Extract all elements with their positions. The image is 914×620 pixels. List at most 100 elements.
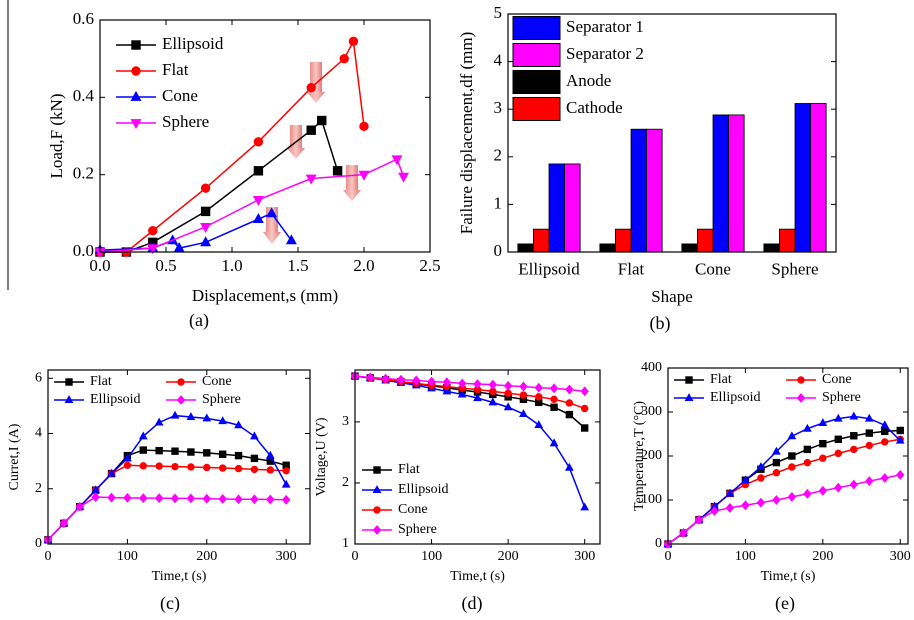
- marker: [200, 183, 211, 193]
- legend-label: Flat: [398, 462, 420, 477]
- marker: [123, 492, 132, 503]
- marker: [457, 389, 467, 398]
- legend-swatch: [512, 70, 561, 94]
- y-tick-label: 300: [641, 404, 662, 419]
- bar: [681, 243, 698, 253]
- x-tick-label: 0: [665, 549, 672, 564]
- marker: [880, 420, 890, 429]
- y-tick-label: 0: [494, 241, 503, 260]
- y-tick-label: 400: [641, 360, 662, 375]
- marker: [218, 450, 227, 458]
- series-line: [99, 212, 293, 251]
- marker: [306, 82, 316, 93]
- marker: [725, 488, 735, 497]
- panel-label: (d): [462, 593, 483, 614]
- series-line: [667, 429, 901, 545]
- marker: [519, 409, 528, 418]
- marker: [772, 495, 781, 505]
- marker: [881, 427, 889, 436]
- marker: [186, 493, 196, 504]
- bar: [728, 114, 745, 253]
- legend-label: Anode: [566, 71, 611, 90]
- marker: [550, 395, 558, 404]
- panel: 0 2 4 6 0 100 200 300 Flat Cone Ellipsoid Sphere Tim…: [7, 369, 311, 614]
- marker: [200, 223, 212, 233]
- marker: [332, 166, 343, 176]
- bar: [646, 128, 663, 253]
- marker: [282, 467, 290, 475]
- bar: [599, 243, 616, 253]
- y-tick-label: 0.2: [73, 164, 94, 183]
- x-tick-label: Sphere: [771, 260, 818, 279]
- bar: [533, 228, 550, 253]
- marker: [170, 493, 180, 504]
- marker: [234, 420, 243, 429]
- legend-label: Cone: [822, 372, 852, 387]
- marker: [833, 413, 843, 422]
- legend-label: Flat: [90, 374, 112, 389]
- marker: [139, 462, 147, 470]
- legend-label: Sphere: [202, 392, 241, 407]
- plot-frame: [99, 19, 431, 253]
- marker: [155, 462, 163, 470]
- marker: [819, 439, 827, 448]
- marker: [803, 458, 812, 467]
- marker: [741, 475, 750, 484]
- marker: [849, 411, 859, 420]
- x-tick-label: 200: [196, 549, 217, 564]
- marker: [535, 393, 543, 401]
- marker: [834, 449, 843, 458]
- marker: [317, 115, 327, 126]
- marker: [819, 454, 827, 462]
- bar: [548, 163, 565, 253]
- marker: [864, 413, 874, 422]
- plot-frame: [507, 13, 837, 253]
- marker: [396, 374, 406, 385]
- series-line: [47, 414, 287, 541]
- y-axis-label: Voltage,U (V): [314, 417, 329, 496]
- marker: [549, 438, 559, 447]
- marker: [123, 453, 132, 462]
- y-axis-label: Load,F (kN): [47, 94, 66, 179]
- x-tick-label: 100: [421, 549, 442, 564]
- marker: [787, 431, 797, 440]
- x-tick-label: Ellipsoid: [518, 260, 580, 279]
- panel: 0 100 200 300 400 0 100 200 300 Flat Cone Ellipsoid…: [632, 360, 911, 614]
- marker: [339, 53, 349, 64]
- marker: [834, 482, 843, 493]
- legend-label: Sphere: [162, 112, 209, 131]
- marker: [266, 494, 275, 505]
- marker: [580, 502, 590, 511]
- marker: [580, 386, 589, 397]
- marker: [549, 383, 559, 394]
- legend-label: Separator 2: [566, 44, 644, 63]
- bar: [564, 163, 581, 253]
- marker: [250, 494, 259, 505]
- plot-frame: [667, 367, 909, 545]
- x-tick-label: 300: [276, 549, 297, 564]
- series-line: [667, 474, 901, 545]
- marker: [865, 441, 873, 450]
- x-tick-label: 2.0: [353, 256, 374, 275]
- marker: [171, 462, 179, 471]
- marker: [372, 525, 382, 535]
- marker: [252, 213, 264, 223]
- marker: [503, 402, 513, 411]
- marker: [504, 389, 512, 397]
- x-axis-label: Time,t (s): [450, 569, 505, 584]
- marker: [200, 206, 211, 217]
- marker: [834, 435, 843, 443]
- series-line: [47, 496, 287, 541]
- marker: [171, 447, 179, 455]
- marker: [849, 479, 858, 490]
- marker: [203, 449, 211, 457]
- x-tick-label: 300: [890, 549, 911, 564]
- marker: [503, 380, 513, 391]
- plot-frame: [47, 369, 311, 545]
- legend-swatch: [512, 97, 561, 121]
- y-tick-label: 0.6: [73, 9, 94, 28]
- marker: [565, 384, 574, 395]
- marker: [250, 465, 259, 474]
- legend-label: Separator 1: [566, 17, 644, 36]
- y-tick-label: 1: [342, 536, 349, 551]
